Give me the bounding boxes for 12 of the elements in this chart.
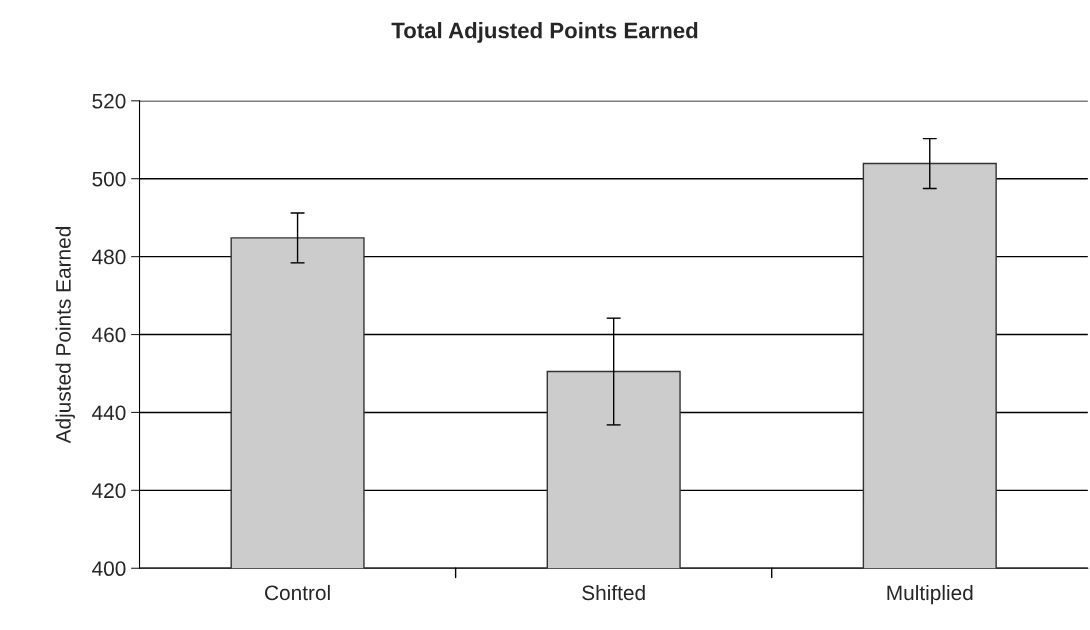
y-tick-label: 460 xyxy=(92,327,126,343)
y-tick-label: 420 xyxy=(92,483,126,499)
y-tick-label: 400 xyxy=(92,561,126,577)
y-tick-label: 480 xyxy=(92,249,126,265)
y-tick-label: 520 xyxy=(92,93,126,109)
x-tick-label: Multiplied xyxy=(887,584,973,605)
y-tick-label: 500 xyxy=(92,171,126,187)
chart-title: Total Adjusted Points Earned xyxy=(391,22,698,43)
x-tick-label: Shifted xyxy=(582,584,645,601)
y-tick-label: 440 xyxy=(92,405,126,421)
x-tick-label: Control xyxy=(265,584,330,601)
y-axis-title: Adjusted Points Earned xyxy=(55,227,75,444)
